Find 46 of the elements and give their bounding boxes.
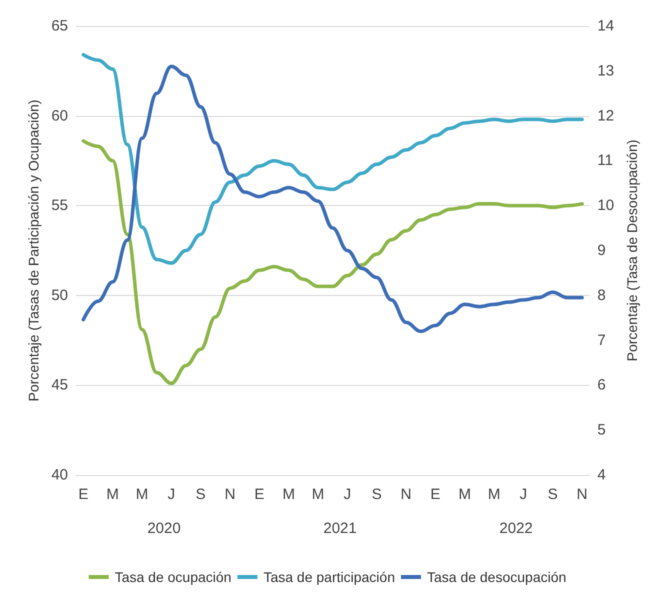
y-tick-label: 65 (51, 18, 68, 34)
x-tick-label: M (458, 486, 471, 503)
y2-tick-label: 14 (597, 18, 614, 34)
legend-label: Tasa de participación (263, 569, 395, 585)
x-tick-label: S (548, 486, 558, 503)
x-tick-label: M (136, 486, 148, 503)
x-tick-label: N (576, 486, 588, 503)
y-tick-label: 40 (51, 466, 68, 484)
y2-tick-label: 4 (597, 466, 606, 484)
y2-tick-label: 12 (597, 107, 614, 124)
y-tick-label: 45 (51, 376, 68, 394)
y-axis-title: Porcentaje (Tasas de Participación y Ocupación) (25, 100, 42, 402)
text: 2021 (323, 520, 357, 537)
x-tick-label: E (78, 486, 88, 503)
y-tick-label: 55 (51, 197, 68, 214)
legend-label: Tasa de desocupación (426, 569, 566, 585)
x-tick-label: S (196, 486, 206, 503)
y2-tick-label: 10 (597, 197, 614, 214)
x-tick-label: M (282, 486, 295, 503)
x-tick-label: J (344, 486, 352, 503)
x-tick-label: N (400, 486, 412, 503)
legend-label: Tasa de ocupación (114, 569, 232, 585)
x-tick-label: M (106, 486, 119, 503)
y-tick-label: 50 (51, 286, 68, 304)
x-tick-label: M (488, 486, 500, 503)
y2-axis-title: Porcentaje (Tasa de Desocupación) (624, 140, 640, 362)
y2-tick-label: 7 (597, 332, 606, 349)
y2-tick-label: 13 (597, 62, 614, 80)
x-tick-label: N (224, 486, 236, 503)
x-tick-label: S (372, 486, 382, 503)
y2-tick-label: 11 (597, 152, 613, 170)
x-tick-label: J (168, 486, 176, 503)
line-series (82, 139, 584, 386)
text: 2020 (147, 520, 181, 537)
y-tick-label: 60 (51, 107, 68, 124)
line-series (82, 52, 584, 265)
x-tick-label: J (520, 486, 528, 503)
y2-tick-label: 9 (597, 242, 606, 259)
y2-tick-label: 6 (597, 376, 606, 394)
line-series (82, 64, 584, 334)
x-tick-label: E (430, 486, 440, 503)
text: 2022 (499, 520, 533, 537)
x-tick-label: E (254, 486, 264, 503)
y2-tick-label: 8 (597, 286, 606, 304)
x-tick-label: M (312, 486, 324, 503)
y2-tick-label: 5 (597, 422, 606, 439)
